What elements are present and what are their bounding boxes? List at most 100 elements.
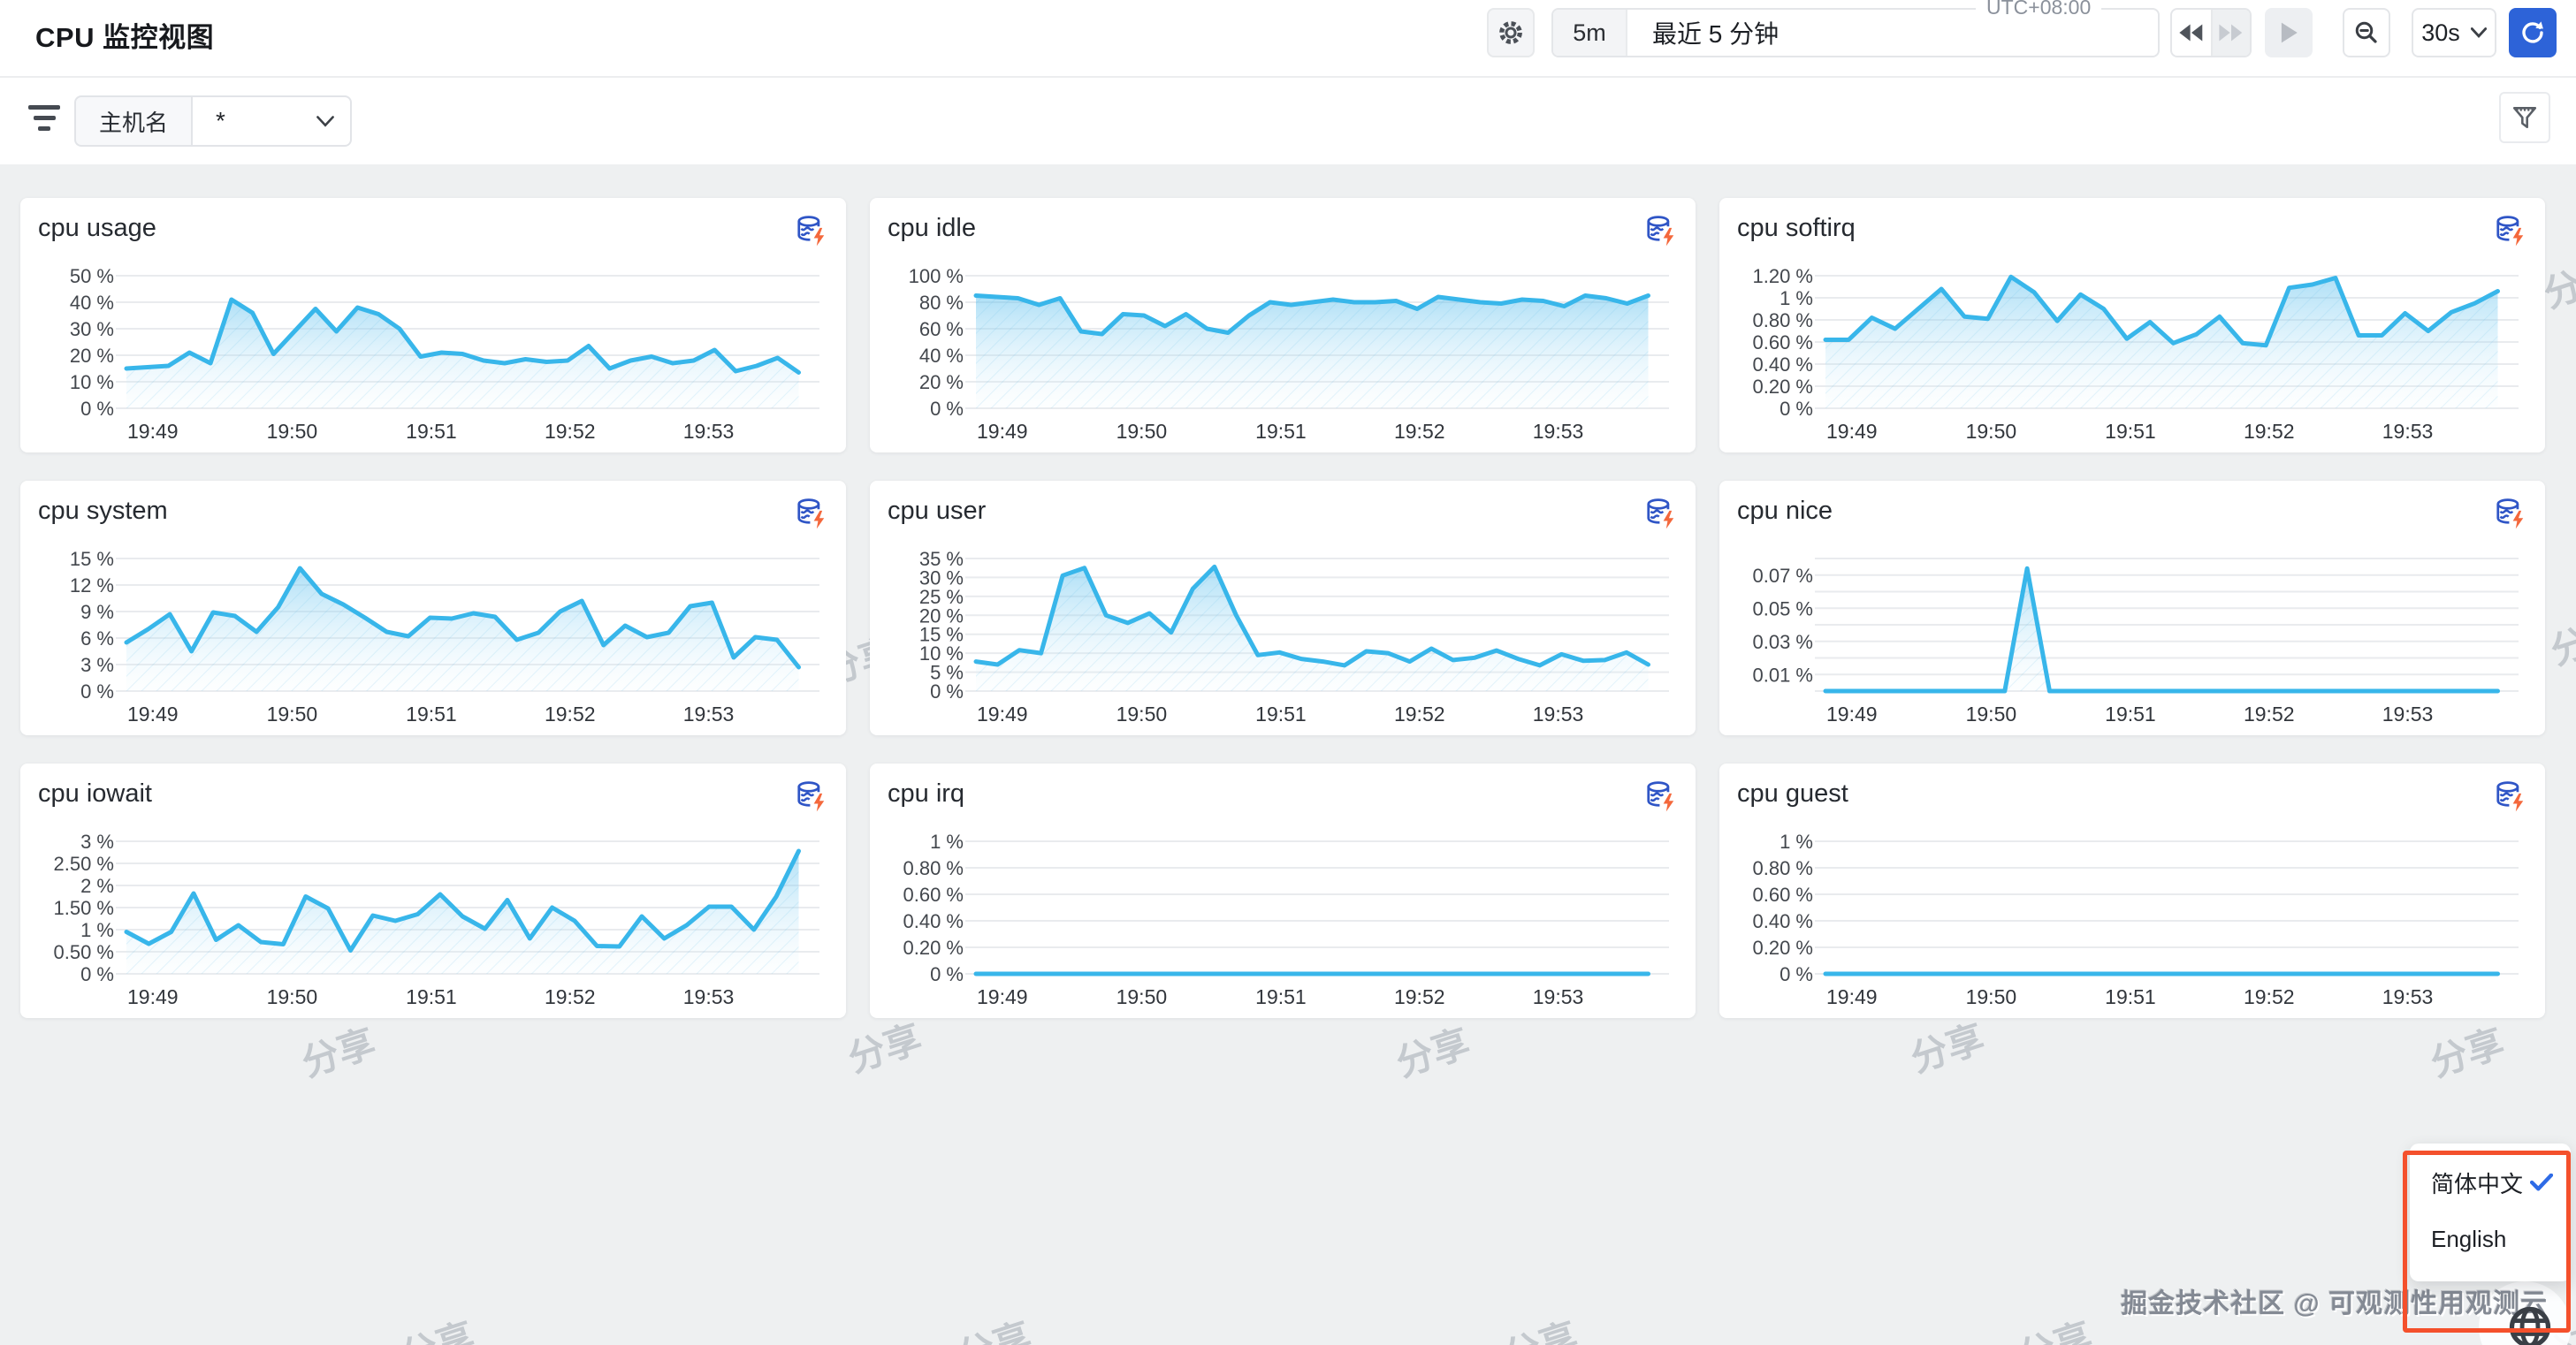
svg-text:0.20 %: 0.20 %: [1753, 376, 1814, 398]
language-option-en[interactable]: English: [2410, 1211, 2571, 1267]
svg-text:0 %: 0 %: [930, 963, 964, 985]
check-icon: [2530, 1174, 2553, 1191]
funnel-icon: [2512, 107, 2537, 128]
panel-title: cpu softirq: [1737, 214, 1856, 242]
svg-text:19:51: 19:51: [1255, 703, 1307, 726]
svg-text:19:52: 19:52: [2244, 420, 2295, 443]
panel-title: cpu iowait: [38, 779, 152, 808]
area-chart[interactable]: 0 % 0.20 % 0.40 % 0.60 % 0.80 % 1 % 19:49 19:50…: [888, 822, 1678, 1009]
svg-text:0 %: 0 %: [80, 963, 114, 985]
query-datasource-icon[interactable]: [2494, 779, 2527, 813]
svg-text:80 %: 80 %: [919, 292, 964, 314]
svg-text:30 %: 30 %: [919, 566, 964, 589]
language-option-label: 简体中文: [2431, 1170, 2524, 1197]
database-lightning-icon: [2496, 498, 2524, 529]
svg-text:25 %: 25 %: [919, 586, 964, 608]
query-datasource-icon[interactable]: [1644, 214, 1678, 247]
database-lightning-icon: [797, 781, 825, 812]
language-option-zh[interactable]: 简体中文: [2410, 1154, 2571, 1211]
advanced-filter-button[interactable]: [2499, 92, 2550, 143]
area-chart[interactable]: 0.01 % 0.03 % 0.05 % 0.07 % 19:49 19:50 19:51 1…: [1737, 539, 2527, 726]
chart-panel-cpu-guest: cpu guest 0 % 0.20 % 0.40 % 0.60 % 0.80 % 1 %…: [1719, 764, 2545, 1018]
svg-text:0.03 %: 0.03 %: [1753, 631, 1814, 653]
panel-title: cpu user: [888, 497, 987, 525]
refresh-icon: [2522, 21, 2543, 43]
watermark-stamp: 分享: [2425, 1022, 2510, 1084]
svg-text:0.07 %: 0.07 %: [1753, 565, 1814, 587]
area-chart[interactable]: 0 %0.50 %1 %1.50 %2 %2.50 %3 % 19:49 19:50…: [38, 822, 828, 1009]
svg-text:19:52: 19:52: [2244, 703, 2295, 726]
svg-text:10 %: 10 %: [70, 371, 114, 393]
svg-text:0.80 %: 0.80 %: [1753, 857, 1814, 879]
watermark-stamp: 分享: [1497, 1307, 1584, 1345]
svg-text:0.60 %: 0.60 %: [903, 884, 964, 906]
query-datasource-icon[interactable]: [795, 214, 828, 247]
panel-header: cpu user: [888, 497, 1678, 537]
query-datasource-icon[interactable]: [1644, 779, 1678, 813]
svg-text:20 %: 20 %: [919, 371, 964, 393]
shift-back-button[interactable]: [2172, 10, 2211, 56]
area-chart[interactable]: 0 % 0.20 % 0.40 % 0.60 % 0.80 % 1 % 19:49 19:50…: [1737, 822, 2527, 1009]
time-range-picker[interactable]: 5m 最近 5 分钟 UTC+08:00: [1551, 0, 2160, 57]
shift-forward-button[interactable]: [2211, 10, 2250, 56]
svg-text:20 %: 20 %: [919, 604, 964, 627]
svg-text:19:53: 19:53: [1533, 420, 1584, 443]
svg-text:3 %: 3 %: [80, 654, 114, 676]
svg-text:0.40 %: 0.40 %: [1753, 910, 1814, 932]
query-datasource-icon[interactable]: [795, 497, 828, 530]
query-datasource-icon[interactable]: [1644, 497, 1678, 530]
chart-panel-cpu-usage: cpu usage 0 % 10 % 20 % 30 % 40 % 50 % 19:49 19…: [20, 198, 846, 452]
svg-text:35 %: 35 %: [919, 548, 964, 570]
svg-text:1 %: 1 %: [1780, 831, 1813, 853]
svg-text:5 %: 5 %: [930, 662, 964, 684]
hostname-filter: 主机名 *: [74, 95, 353, 147]
query-datasource-icon[interactable]: [795, 779, 828, 813]
svg-text:19:51: 19:51: [1255, 985, 1307, 1008]
area-chart[interactable]: 0 %5 %10 %15 %20 %25 %30 %35 % 19:49 19:50…: [888, 539, 1678, 726]
svg-text:19:52: 19:52: [2244, 985, 2295, 1008]
panel-title: cpu usage: [38, 214, 156, 242]
svg-text:15 %: 15 %: [70, 548, 114, 570]
svg-text:19:52: 19:52: [545, 703, 596, 726]
dashboard-content: cpu usage 0 % 10 % 20 % 30 % 40 % 50 % 19:49 19…: [0, 164, 2576, 1018]
svg-text:0.05 %: 0.05 %: [1753, 597, 1814, 619]
svg-text:19:52: 19:52: [1394, 420, 1445, 443]
panel-header: cpu guest: [1737, 779, 2527, 820]
svg-text:12 %: 12 %: [70, 574, 114, 597]
panel-title: cpu irq: [888, 779, 965, 808]
panel-title: cpu system: [38, 497, 168, 525]
refresh-interval-select[interactable]: 30s: [2412, 8, 2496, 57]
svg-text:19:50: 19:50: [267, 703, 318, 726]
settings-button[interactable]: [1487, 8, 1535, 57]
svg-text:19:51: 19:51: [2105, 985, 2156, 1008]
query-datasource-icon[interactable]: [2494, 214, 2527, 247]
chevron-down-icon: [2470, 27, 2487, 38]
filter-lines-icon[interactable]: [27, 105, 62, 137]
query-datasource-icon[interactable]: [2494, 497, 2527, 530]
watermark-stamp: 分享: [2011, 1307, 2099, 1345]
svg-text:100 %: 100 %: [909, 265, 964, 287]
play-button[interactable]: [2265, 8, 2313, 57]
panel-title: cpu guest: [1737, 779, 1848, 808]
zoom-out-icon: [2355, 21, 2377, 43]
hostname-filter-select[interactable]: *: [191, 95, 353, 147]
chart-panel-cpu-iowait: cpu iowait 0 % 0.50 % 1 % 1.50 % 2 % 2.50 % 3 …: [20, 764, 846, 1018]
database-lightning-icon: [797, 216, 825, 247]
area-chart[interactable]: 0 % 10 % 20 % 30 % 40 % 50 % 19:49 19:50 19:51 19…: [38, 256, 828, 444]
area-chart[interactable]: 0 % 20 % 40 % 60 % 80 % 100 % 19:49 19:50 19:51 1…: [888, 256, 1678, 444]
database-lightning-icon: [2496, 781, 2524, 812]
area-chart[interactable]: 0 % 3 % 6 % 9 % 12 % 15 % 19:49 19:50 19:51 19:52…: [38, 539, 828, 726]
svg-text:19:51: 19:51: [406, 985, 457, 1008]
svg-text:19:49: 19:49: [127, 420, 179, 443]
panel-header: cpu system: [38, 497, 828, 537]
svg-text:19:49: 19:49: [127, 985, 179, 1008]
language-globe-button[interactable]: [2505, 1303, 2555, 1345]
refresh-button[interactable]: [2509, 8, 2557, 57]
watermark-stamp: 分享: [950, 1307, 1038, 1345]
database-lightning-icon: [2496, 216, 2524, 247]
svg-text:2 %: 2 %: [80, 875, 114, 897]
database-lightning-icon: [1647, 216, 1674, 247]
zoom-out-button[interactable]: [2343, 8, 2390, 57]
area-chart[interactable]: 0 %0.20 %0.40 %0.60 %0.80 %1 %1.20 % 19:4…: [1737, 256, 2527, 444]
svg-text:19:51: 19:51: [2105, 420, 2156, 443]
